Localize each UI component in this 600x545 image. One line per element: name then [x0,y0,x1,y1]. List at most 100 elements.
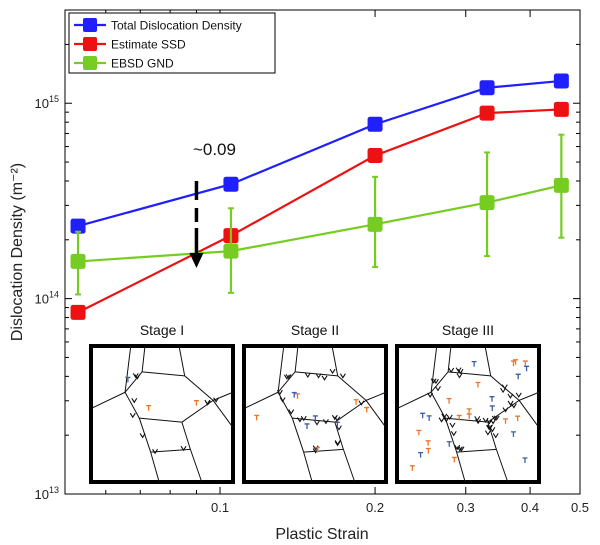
legend: Total Dislocation Density Estimate SSD EBS… [68,12,276,74]
dislocation-symbol [314,420,320,426]
dislocation-symbol [446,441,452,447]
grain-boundary [334,422,344,450]
dislocation-symbol [129,412,136,419]
dislocation-symbol [416,429,422,436]
series-line [77,108,562,314]
dislocation-symbol [432,378,439,385]
grain-boundary [445,417,488,423]
dislocation-symbol [427,392,434,398]
grain-boundary [495,449,509,483]
grain-boundary [396,391,432,410]
y-tick-label-base: 10 [35,292,49,307]
stage-inset-2: Stage II [242,322,388,484]
y-tick-label: 1013 [35,485,59,502]
data-point [367,216,383,232]
grain-boundary [484,345,492,377]
dislocation-symbol [456,446,463,452]
dislocation-symbol [449,422,456,429]
y-tick-label: 1015 [35,94,59,111]
dislocation-symbol [315,373,322,379]
dislocation-symbol [466,413,472,420]
dislocation-symbol [435,386,441,392]
dislocation-symbol [484,430,491,436]
grain-boundary [178,345,186,377]
dislocation-symbol [296,417,303,423]
grain-boundary [243,391,279,410]
dislocation-symbol [450,430,457,437]
dislocation-symbol [358,400,365,406]
stage-inset-frame [242,344,388,484]
data-point [553,177,569,193]
stage-inset-3: Stage III [395,322,541,484]
data-point [223,243,239,259]
dislocation-symbol [295,393,301,399]
data-point [223,176,239,192]
dislocation-symbol [364,406,370,413]
data-point [479,195,495,211]
legend-marker [83,37,97,51]
dislocation-symbol [304,372,311,379]
annotation-arrow-head [189,253,204,268]
grain-boundary [90,391,126,410]
x-tick-label: 0.2 [366,500,384,515]
dislocation-symbols [254,368,370,454]
dislocation-symbols [409,359,530,471]
data-point [479,80,495,96]
grain-boundary [212,391,234,401]
dislocation-symbol [312,415,318,421]
grain-boundary [181,422,191,450]
grain-boundary [139,417,182,423]
grain-boundary [303,451,313,483]
dislocation-symbol [334,421,340,428]
series-1 [70,101,569,320]
dislocation-symbol [180,445,187,452]
dislocation-symbol [466,408,472,414]
grain-boundary [294,345,299,372]
dislocation-symbol [458,446,465,452]
dislocation-symbol [420,412,426,419]
grain-boundary [365,391,387,401]
dislocation-symbol [443,417,450,423]
grain-boundary [430,371,449,393]
legend-label: EBSD GND [111,57,174,71]
dislocation-symbol [334,416,341,422]
data-point [479,105,495,121]
series-0 [70,73,569,234]
dislocation-symbol [193,400,199,406]
y-axis-title: Dislocation Density (m⁻²) [9,163,26,341]
grain-boundary [184,375,214,401]
dislocation-symbol [515,392,522,398]
grain-boundary [337,375,367,401]
dislocation-symbol [285,374,292,380]
dislocation-symbols [125,373,220,455]
grain-boundary [430,391,446,419]
dislocation-symbol [446,397,452,404]
grain-boundary [150,451,160,483]
grain-boundary [518,391,540,401]
dislocation-symbol [471,360,477,367]
dislocation-symbol [353,399,359,405]
grain-boundary [189,449,203,483]
grain-boundary [487,399,520,423]
legend-marker [83,18,97,32]
grain-boundary [365,400,387,428]
dislocation-symbol [288,409,295,415]
dislocation-symbol [492,433,499,439]
dislocation-symbol [322,419,329,425]
grain-boundary [342,449,356,483]
data-point [367,116,383,132]
data-point [367,148,383,164]
dislocation-symbol [515,415,521,422]
dislocation-symbol [409,465,415,471]
x-axis-ticks: 0.1 0.2 0.3 0.4 0.5 [105,10,589,515]
grain-boundary [448,371,491,377]
annotation-layer: ~0.09 [189,140,236,268]
dislocation-symbol [475,381,481,388]
dislocation-symbol [522,360,528,367]
grain-boundary [487,422,497,450]
grain-boundary [456,451,466,483]
series-layer [70,73,569,320]
data-point [70,218,86,234]
dislocation-symbol [283,374,290,380]
dislocation-symbol [455,367,462,373]
